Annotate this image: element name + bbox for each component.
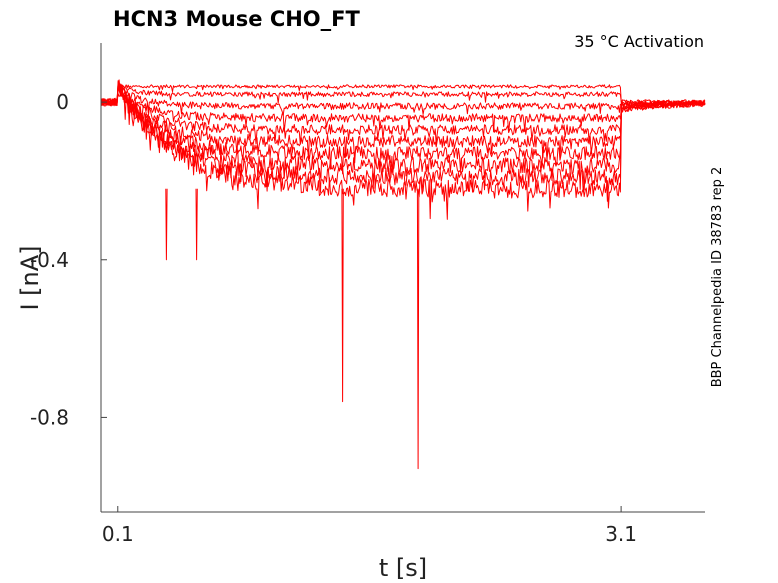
spike-2 — [195, 188, 198, 261]
trace-4 — [100, 82, 706, 133]
trace-1 — [100, 84, 706, 107]
trace-5 — [100, 86, 706, 145]
trace-2 — [100, 85, 706, 107]
y-tick-label: 0 — [56, 90, 69, 114]
x-tick-label: 3.1 — [605, 522, 637, 546]
trace-9 — [100, 80, 706, 202]
x-axis-label: t [s] — [379, 554, 427, 582]
source-id-label: BBP Channelpedia ID 38783 rep 2 — [710, 167, 725, 388]
y-axis-label: I [nA] — [16, 245, 44, 310]
spike-4 — [416, 188, 420, 470]
y-ticks: 0 -0.4 -0.8 — [30, 90, 107, 429]
traces — [100, 79, 706, 470]
trace-6 — [100, 83, 706, 164]
condition-annotation: 35 °C Activation — [574, 32, 704, 51]
x-tick-label: 0.1 — [102, 522, 134, 546]
trace-10 — [100, 79, 706, 220]
x-ticks: 0.1 3.1 — [102, 506, 637, 546]
trace-7 — [100, 81, 706, 178]
spike-1 — [165, 188, 168, 261]
spike-3 — [341, 188, 344, 403]
trace-3 — [100, 83, 706, 116]
trace-8 — [101, 83, 706, 193]
chart-title: HCN3 Mouse CHO_FT — [113, 7, 360, 31]
y-tick-label: -0.4 — [30, 248, 69, 272]
y-tick-label: -0.8 — [30, 405, 69, 429]
